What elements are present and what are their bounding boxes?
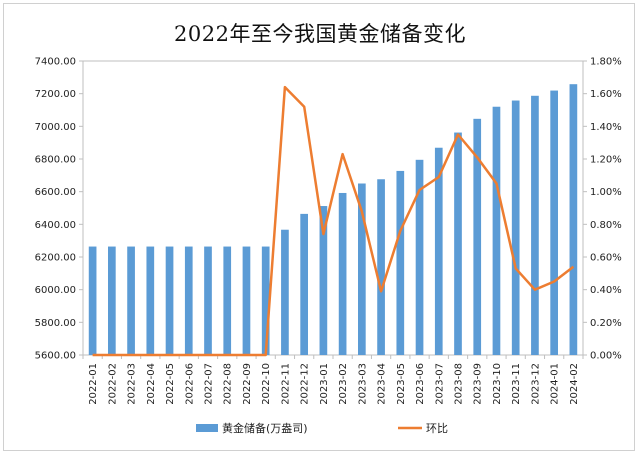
bar-2022-03 <box>127 246 135 355</box>
x-axis-tick-label: 2022-07 <box>204 363 215 405</box>
bar-2022-04 <box>146 246 155 355</box>
x-axis-tick-label: 2023-04 <box>377 363 388 405</box>
x-axis-tick-label: 2023-08 <box>454 363 465 405</box>
bar-2023-11 <box>511 100 520 355</box>
x-axis-tick-label: 2023-07 <box>434 363 445 405</box>
x-axis-tick-label: 2022-01 <box>88 363 99 405</box>
x-axis-tick-label: 2022-09 <box>242 363 253 405</box>
plot-area <box>82 60 584 356</box>
bar-2022-09 <box>242 246 251 355</box>
bar-2022-07 <box>204 246 212 355</box>
left-axis-tick-label: 6600.00 <box>35 187 76 198</box>
bar-2022-02 <box>108 246 116 355</box>
bar-2023-08 <box>454 132 462 355</box>
x-axis-tick-label: 2024-01 <box>550 363 561 405</box>
x-axis-tick-label: 2023-10 <box>492 363 503 405</box>
x-axis-tick-label: 2022-03 <box>127 363 138 405</box>
right-axis-tick-label: 0.20% <box>590 318 622 329</box>
left-axis-tick-label: 5600.00 <box>35 351 76 362</box>
x-axis-tick-label: 2022-11 <box>280 363 291 405</box>
left-axis-tick-label: 6200.00 <box>35 253 76 264</box>
bar-2022-05 <box>165 246 174 355</box>
x-axis-tick-label: 2022-10 <box>261 363 272 405</box>
x-axis-tick-label: 2022-06 <box>184 363 195 405</box>
x-axis-tick-label: 2022-12 <box>300 363 311 405</box>
x-axis-tick-label: 2023-06 <box>415 363 426 405</box>
right-axis-tick-label: 0.80% <box>590 220 622 231</box>
legend-label-bar: 黄金储备(万盎司) <box>222 421 308 435</box>
bar-2022-08 <box>223 246 232 355</box>
x-axis-tick-label: 2023-09 <box>473 363 484 405</box>
chart-frame <box>3 3 635 451</box>
bar-2023-12 <box>531 95 539 355</box>
bar-2022-12 <box>300 213 308 355</box>
legend-label-line: 环比 <box>426 422 448 435</box>
x-axis-tick-label: 2022-02 <box>107 363 118 405</box>
bar-2022-11 <box>281 229 289 355</box>
x-axis-tick-label: 2023-11 <box>511 363 522 405</box>
bar-2022-06 <box>184 246 193 355</box>
x-axis-tick-label: 2023-12 <box>530 363 541 405</box>
line-series-mom <box>92 85 575 357</box>
legend-swatch-bar <box>196 424 218 432</box>
right-axis-tick-label: 1.40% <box>590 122 622 133</box>
right-axis-tick-label: 1.20% <box>590 155 622 166</box>
left-axis-tick-label: 7000.00 <box>35 122 76 133</box>
bar-2024-01 <box>550 90 558 356</box>
x-axis-tick-label: 2023-05 <box>396 363 407 405</box>
bar-2023-04 <box>377 179 385 355</box>
right-axis-tick-label: 0.00% <box>590 351 622 362</box>
chart-title: 2022年至今我国黄金储备变化 <box>174 22 466 46</box>
bar-2023-03 <box>358 183 366 355</box>
x-axis-tick-label: 2024-02 <box>569 363 580 405</box>
x-axis-tick-label: 2023-03 <box>357 363 368 405</box>
bar-2023-05 <box>396 170 405 355</box>
left-axis-tick-label: 6800.00 <box>35 155 76 166</box>
bar-2023-10 <box>492 106 501 355</box>
right-axis-tick-label: 1.80% <box>590 57 622 68</box>
x-axis-tick-label: 2022-04 <box>146 363 157 405</box>
bar-2023-09 <box>473 118 482 355</box>
x-axis-tick-label: 2023-01 <box>319 363 330 405</box>
bar-2023-01 <box>319 206 328 355</box>
right-axis-tick-label: 0.40% <box>590 285 622 296</box>
x-axis-tick-label: 2023-02 <box>338 363 349 405</box>
bar-2023-06 <box>415 159 424 355</box>
bar-2023-07 <box>434 147 443 355</box>
bar-2024-02 <box>569 84 578 356</box>
left-axis-tick-label: 7200.00 <box>35 89 76 100</box>
bar-2022-10 <box>261 246 270 355</box>
left-axis-tick-label: 5800.00 <box>35 318 76 329</box>
left-axis-tick-label: 7400.00 <box>35 57 76 68</box>
bar-2023-02 <box>338 192 347 355</box>
right-axis-tick-label: 1.60% <box>590 89 622 100</box>
right-axis-tick-label: 0.60% <box>590 253 622 264</box>
x-axis-tick-label: 2022-08 <box>223 363 234 405</box>
left-axis-tick-label: 6000.00 <box>35 285 76 296</box>
right-axis-tick-label: 1.00% <box>590 187 622 198</box>
x-axis-tick-label: 2022-05 <box>165 363 176 405</box>
left-axis-tick-label: 6400.00 <box>35 220 76 231</box>
bar-2022-01 <box>88 246 97 355</box>
